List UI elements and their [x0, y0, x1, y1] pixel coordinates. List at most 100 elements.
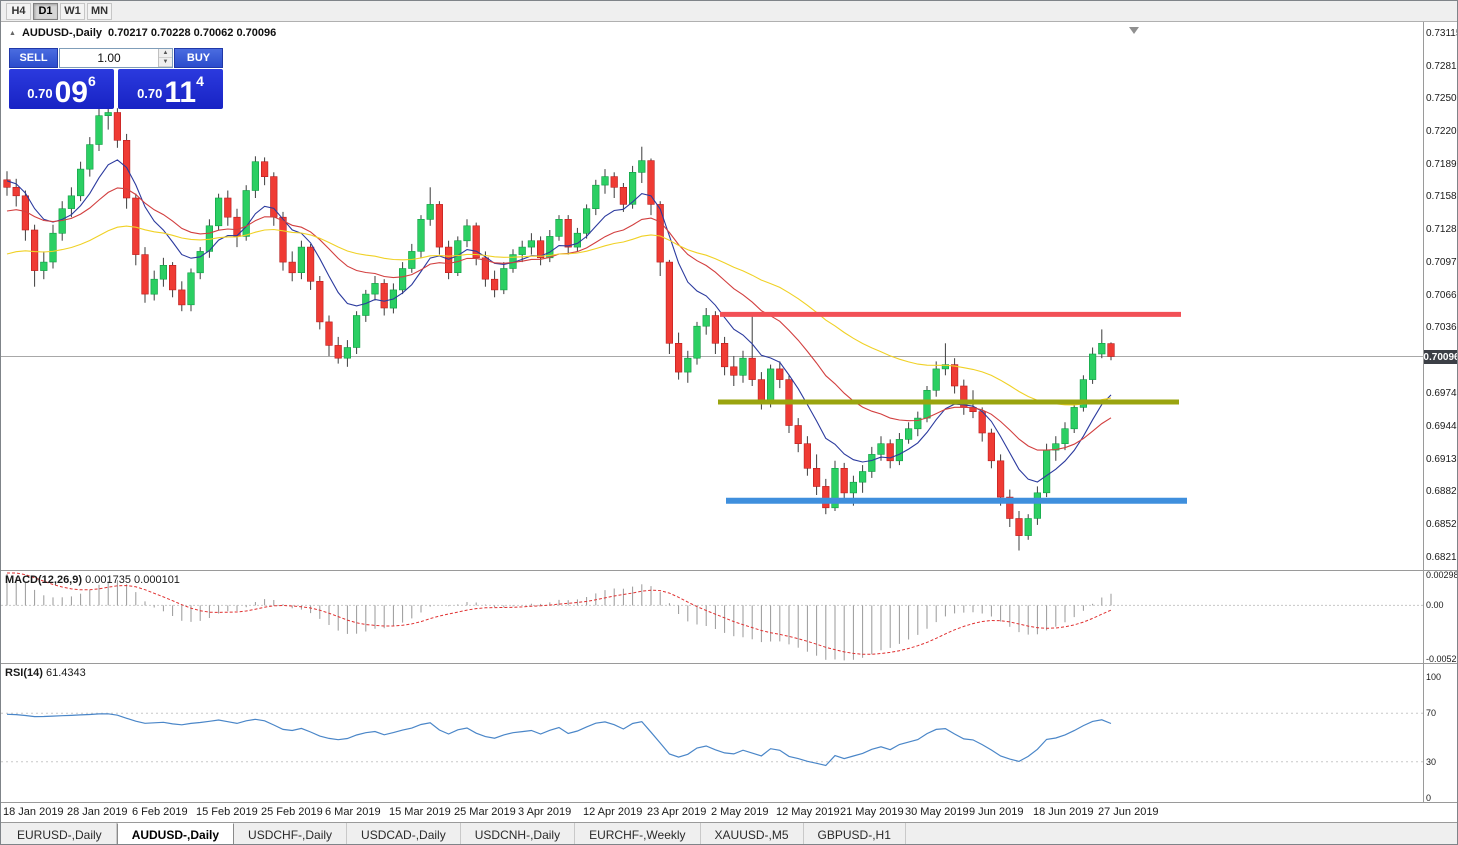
chart-tab-eurchfweekly[interactable]: EURCHF-,Weekly: [575, 823, 701, 844]
macd-chart-canvas[interactable]: [1, 571, 1424, 663]
candle-body: [150, 278, 158, 295]
rsi-axis-label: 70: [1426, 708, 1437, 718]
candle-body: [215, 197, 223, 227]
macd-axis-label: 0.00298: [1426, 570, 1458, 580]
candle-body: [132, 197, 140, 255]
date-axis-label: 15 Mar 2019: [389, 806, 451, 818]
chart-tab-xauusdm5[interactable]: XAUUSD-,M5: [700, 823, 804, 844]
chart-tab-gbpusdh1[interactable]: GBPUSD-,H1: [803, 823, 906, 844]
candle-body: [30, 229, 39, 271]
date-axis-label: 30 May 2019: [905, 806, 969, 818]
volume-down-icon[interactable]: ▼: [159, 58, 172, 67]
price-axis-label: 0.69745: [1426, 388, 1457, 399]
candle-body: [1052, 443, 1060, 451]
sell-button[interactable]: SELL: [9, 48, 58, 68]
candle-body: [720, 342, 729, 368]
one-click-trade-row: SELL 1.00 ▲ ▼ BUY: [9, 48, 223, 68]
candle-body: [858, 471, 867, 483]
timeframe-button-mn[interactable]: MN: [87, 2, 112, 20]
chart-tab-usdchfdaily[interactable]: USDCHF-,Daily: [234, 823, 348, 844]
sell-price-prefix: 0.70: [27, 86, 53, 101]
candle-body: [674, 342, 683, 373]
pane-separator[interactable]: [1, 663, 1457, 664]
candle-body: [1033, 492, 1041, 519]
candle-body: [426, 204, 434, 220]
candle-body: [978, 411, 986, 434]
timeframe-button-w1[interactable]: W1: [60, 2, 85, 20]
candle-body: [169, 265, 177, 291]
candle-body: [279, 216, 287, 263]
price-axis-label: 0.73115: [1426, 28, 1458, 39]
macd-axis-label: 0.00: [1426, 600, 1444, 610]
candle-body: [306, 246, 315, 282]
volume-field[interactable]: 1.00 ▲ ▼: [59, 48, 173, 68]
candle-body: [693, 325, 701, 359]
candle-body: [987, 432, 995, 462]
buy-price-prefix: 0.70: [137, 86, 163, 101]
candle-body: [260, 161, 269, 177]
chart-tab-usdcaddaily[interactable]: USDCAD-,Daily: [347, 823, 461, 844]
candle-body: [794, 425, 802, 445]
price-axis-label: 0.72505: [1426, 93, 1457, 104]
sell-price-box[interactable]: 0.70 09 6: [9, 69, 114, 109]
candle-body: [362, 293, 370, 316]
timeframe-button-d1[interactable]: D1: [33, 2, 58, 20]
candle-body: [619, 187, 627, 205]
candle-body: [518, 246, 526, 255]
candle-body: [297, 246, 306, 274]
buy-price-box[interactable]: 0.70 11 4: [118, 69, 223, 109]
candle-body: [1079, 379, 1087, 408]
macd-axis-label: -0.00525: [1426, 654, 1458, 664]
chart-shift-icon[interactable]: [1129, 27, 1139, 34]
timeframe-button-h4[interactable]: H4: [6, 2, 31, 20]
pane-separator[interactable]: [1, 570, 1457, 571]
rsi-axis-label: 30: [1426, 757, 1437, 767]
candle-body: [224, 197, 232, 218]
one-click-prices: 0.70 09 6 0.70 11 4: [9, 69, 223, 109]
candle-body: [877, 443, 885, 455]
current-price-badge: 0.70096: [1423, 350, 1458, 364]
candle-body: [932, 368, 940, 391]
candle-body: [1061, 428, 1069, 445]
buy-button[interactable]: BUY: [174, 48, 223, 68]
candle-body: [187, 272, 195, 306]
chart-tab-usdcnhdaily[interactable]: USDCNH-,Daily: [460, 823, 576, 844]
price-axis-label: 0.70665: [1426, 290, 1457, 301]
candle-body: [739, 357, 747, 376]
chart-title: ▲ AUDUSD-,Daily 0.70217 0.70228 0.70062 …: [9, 27, 276, 39]
volume-value[interactable]: 1.00: [97, 51, 121, 65]
candle-body: [895, 439, 903, 462]
volume-up-icon[interactable]: ▲: [159, 49, 172, 58]
candle-body: [398, 268, 407, 291]
date-axis-label: 21 May 2019: [840, 806, 904, 818]
date-axis[interactable]: 18 Jan 2019 28 Jan 2019 6 Feb 2019 15 Feb 2…: [1, 803, 1423, 822]
date-axis-label: 6 Mar 2019: [325, 806, 381, 818]
candle-body: [638, 160, 646, 173]
chart-tab-audusddaily[interactable]: AUDUSD-,Daily: [116, 823, 235, 844]
candle-body: [941, 364, 949, 370]
candle-body: [40, 261, 48, 271]
candle-body: [573, 232, 581, 248]
candle-body: [1006, 496, 1014, 519]
candle-body: [95, 115, 103, 145]
candle-body: [527, 240, 535, 248]
date-axis-label: 28 Jan 2019: [67, 806, 128, 818]
candle-body: [242, 190, 250, 237]
candle-body: [582, 208, 591, 234]
rsi-header: RSI(14) 61.4343: [5, 667, 86, 679]
trade-panel-toggle-icon[interactable]: ▲: [9, 29, 16, 37]
price-chart-canvas[interactable]: [1, 22, 1424, 570]
candle-body: [178, 289, 186, 306]
candle-body: [1015, 518, 1023, 536]
buy-price-pips: 11: [164, 76, 197, 109]
chart-area: ▲ AUDUSD-,Daily 0.70217 0.70228 0.70062 …: [1, 22, 1458, 822]
candle-body: [325, 321, 333, 346]
candle-body: [776, 368, 784, 380]
candle-body: [3, 179, 11, 188]
candle-body: [766, 368, 775, 402]
candle-body: [288, 261, 296, 274]
rsi-chart-canvas[interactable]: [1, 664, 1424, 802]
chart-tab-eurusddaily[interactable]: EURUSD-,Daily: [3, 823, 117, 844]
